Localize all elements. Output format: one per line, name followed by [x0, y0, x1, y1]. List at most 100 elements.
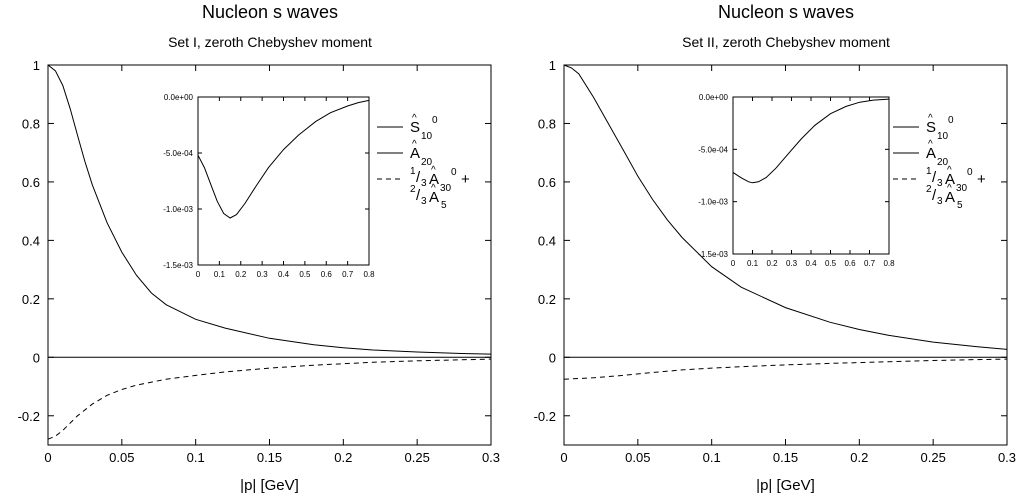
y-tick-label: -0.2 — [18, 409, 40, 424]
legend-subscript: 5 — [441, 200, 447, 211]
inset-x-tick-label: 0.2 — [766, 259, 778, 268]
legend-plus: + — [461, 171, 470, 188]
x-tick-label: 0.3 — [482, 450, 500, 465]
y-tick-label: 1 — [549, 58, 556, 73]
inset-y-tick-label: 0.0e+00 — [164, 93, 194, 102]
legend-superscript: 0 — [451, 167, 457, 178]
y-tick-label: 0.6 — [22, 175, 40, 190]
legend-fraction-num: 1 — [926, 166, 932, 177]
y-tick-label: 0.4 — [538, 233, 556, 248]
legend-fraction-bar: / — [932, 187, 937, 204]
plot-frame — [563, 64, 1008, 446]
inset-plot: 0 0.1 0.2 0.3 0.4 0.5 0.6 0.7 0.8 -1.5e-03 -1.0e-0… — [163, 93, 375, 279]
legend-hat: ^ — [947, 183, 952, 194]
inset-y-tick-label: -1.0e-03 — [698, 198, 728, 207]
inset-x-tick-label: 0.7 — [864, 259, 876, 268]
y-tick-label: 0 — [549, 350, 556, 365]
legend-subscript: 30 — [440, 183, 452, 194]
y-tick-label: 0.8 — [538, 116, 556, 131]
inset-y-tick-label: -1.0e-03 — [163, 205, 193, 214]
y-tick-label: 0.2 — [22, 292, 40, 307]
legend-fraction-den: 3 — [421, 196, 427, 207]
chart-subtitle: Set I, zeroth Chebyshev moment — [168, 34, 372, 50]
inset-series-line-1 — [197, 99, 370, 219]
inset-y-tick-label: -1.5e-03 — [163, 261, 193, 270]
series-line-1 — [563, 64, 1008, 350]
inset-x-tick-label: 0.5 — [825, 259, 837, 268]
legend-fraction-den: 3 — [937, 196, 943, 207]
series-line-3 — [47, 358, 492, 440]
inset-y-tick-label: 0.0e+00 — [699, 93, 729, 102]
x-tick-label: 0.05 — [625, 450, 650, 465]
legend-fraction-bar: / — [416, 187, 421, 204]
legend-subscript: 20 — [421, 157, 433, 168]
inset-frame — [197, 96, 370, 266]
inset-y-tick-label: -1.5e-03 — [698, 250, 728, 259]
series-line-1 — [47, 64, 492, 355]
x-tick-label: 0 — [44, 450, 51, 465]
inset-x-tick-label: 0.5 — [299, 270, 311, 279]
chart-title: Nucleon s waves — [718, 2, 854, 22]
x-tick-label: 0.1 — [187, 450, 205, 465]
x-tick-label: 0.25 — [405, 450, 430, 465]
inset-y-tick-label: -5.0e-04 — [698, 145, 728, 154]
x-tick-label: 0.2 — [334, 450, 352, 465]
legend-fraction-bar: / — [416, 169, 421, 186]
inset-plot: 0 0.1 0.2 0.3 0.4 0.5 0.6 0.7 0.8 -1.5e-03 -1.0e-0… — [698, 93, 895, 268]
inset-y-tick-label: -5.0e-04 — [163, 149, 193, 158]
x-tick-label: 0.15 — [257, 450, 282, 465]
inset-x-tick-label: 0.8 — [883, 259, 895, 268]
inset-x-tick-label: 0 — [731, 259, 736, 268]
legend-superscript: 0 — [967, 167, 973, 178]
legend-superscript: 0 — [432, 115, 438, 126]
series-line-3 — [563, 358, 1008, 380]
inset-x-tick-label: 0.1 — [747, 259, 759, 268]
legend-subscript: 20 — [937, 157, 949, 168]
inset-x-tick-label: 0.8 — [363, 270, 375, 279]
legend-hat: ^ — [412, 139, 417, 150]
inset-x-tick-label: 0.3 — [786, 259, 798, 268]
legend-superscript: 0 — [948, 115, 954, 126]
inset-x-tick-label: 0.6 — [321, 270, 333, 279]
chart-title: Nucleon s waves — [202, 2, 338, 22]
legend-fraction-den: 3 — [937, 178, 943, 189]
x-axis-label: |p| [GeV] — [756, 477, 815, 494]
legend-fraction-bar: / — [932, 169, 937, 186]
legend-subscript: 5 — [957, 200, 963, 211]
inset-x-tick-label: 0.1 — [214, 270, 226, 279]
legend-subscript: 30 — [956, 183, 968, 194]
legend-symbol: A — [429, 171, 439, 188]
legend-symbol: A — [429, 189, 439, 206]
legend-subscript: 10 — [937, 131, 949, 142]
legend-symbol: A — [945, 171, 955, 188]
legend-symbol: S — [410, 119, 420, 136]
inset-x-tick-label: 0.6 — [844, 259, 856, 268]
y-tick-label: 0.4 — [22, 233, 40, 248]
legend-hat: ^ — [928, 139, 933, 150]
y-tick-label: 0 — [33, 350, 40, 365]
legend-plus: + — [977, 171, 986, 188]
inset-x-tick-label: 0.4 — [278, 270, 290, 279]
legend-fraction-num: 2 — [926, 184, 932, 195]
x-tick-label: 0.25 — [921, 450, 946, 465]
legend-hat: ^ — [947, 165, 952, 176]
legend-fraction-num: 2 — [410, 184, 416, 195]
inset-x-tick-label: 0.7 — [342, 270, 354, 279]
x-tick-label: 0.05 — [109, 450, 134, 465]
chart-subtitle: Set II, zeroth Chebyshev moment — [682, 34, 890, 50]
x-axis-label: |p| [GeV] — [240, 477, 299, 494]
legend-hat: ^ — [412, 113, 417, 124]
legend-hat: ^ — [928, 113, 933, 124]
x-tick-label: 0.15 — [773, 450, 798, 465]
x-tick-label: 0 — [560, 450, 567, 465]
inset-frame — [732, 96, 890, 255]
chart-2: Nucleon s waves Set II, zeroth Chebyshev … — [534, 2, 1016, 494]
legend-symbol: A — [926, 145, 936, 162]
legend-symbol: S — [926, 119, 936, 136]
y-tick-label: 0.6 — [538, 175, 556, 190]
inset-x-tick-label: 0.3 — [257, 270, 269, 279]
